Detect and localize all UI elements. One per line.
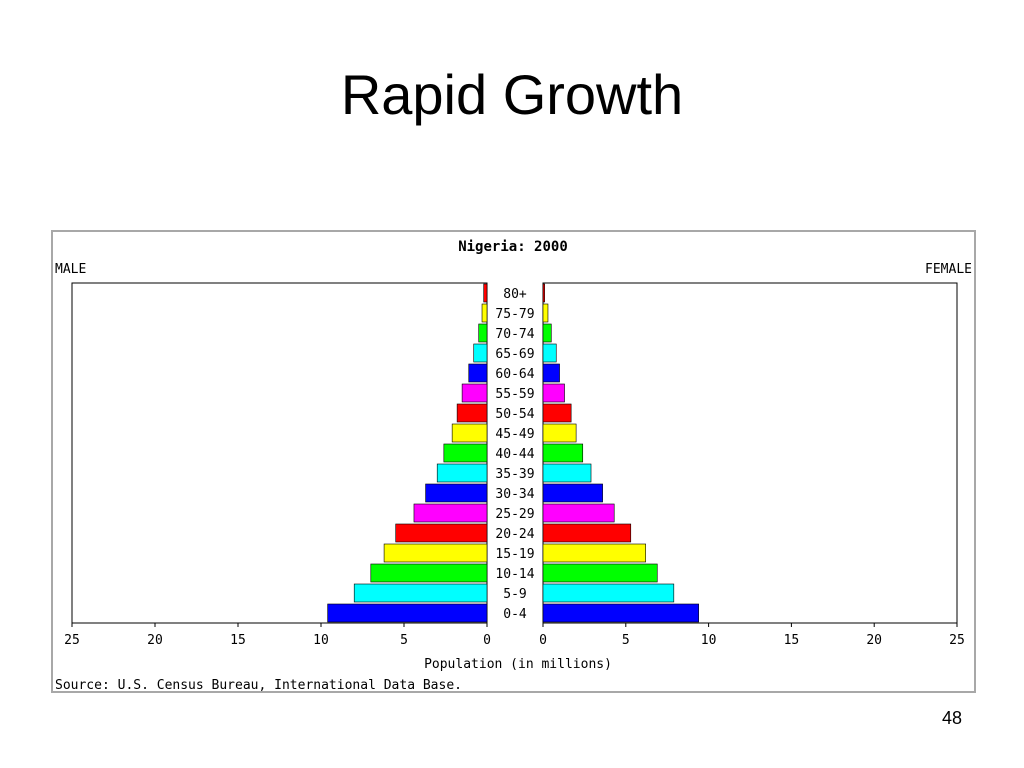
male-bar-70-74 <box>478 323 488 343</box>
age-label-5-9: 5-9 <box>503 587 526 602</box>
female-bar-0-4 <box>542 603 699 623</box>
age-label-30-34: 30-34 <box>495 487 534 502</box>
age-label-60-64: 60-64 <box>495 367 534 382</box>
female-bar-50-54 <box>542 403 572 423</box>
male-bar-60-64 <box>468 363 488 383</box>
age-label-0-4: 0-4 <box>503 607 527 622</box>
male-bar-25-29 <box>413 503 488 523</box>
age-label-40-44: 40-44 <box>495 447 534 462</box>
female-bar-5-9 <box>542 583 675 603</box>
source-note: Source: U.S. Census Bureau, Internationa… <box>55 678 462 691</box>
male-tick-label-5: 5 <box>400 633 408 648</box>
male-tick-label-10: 10 <box>313 633 329 648</box>
male-bar-55-59 <box>461 383 488 403</box>
age-label-50-54: 50-54 <box>495 407 534 422</box>
age-label-10-14: 10-14 <box>495 567 534 582</box>
age-label-20-24: 20-24 <box>495 527 534 542</box>
slide-title: Rapid Growth <box>340 63 684 126</box>
age-label-75-79: 75-79 <box>495 307 534 322</box>
female-bar-55-59 <box>542 383 565 403</box>
female-bar-75-79 <box>542 303 549 323</box>
male-bar-20-24 <box>395 523 488 543</box>
male-bar-5-9 <box>353 583 488 603</box>
female-bar-20-24 <box>542 523 632 543</box>
female-bar-30-34 <box>542 483 603 503</box>
bars-group <box>327 283 699 623</box>
male-bar-40-44 <box>443 443 488 463</box>
female-bar-45-49 <box>542 423 577 443</box>
chart-title: Nigeria: 2000 <box>458 239 568 255</box>
population-pyramid-svg: Nigeria: 2000 MALE FEMALE 0-4 5-9 10-14 15-… <box>55 239 972 691</box>
age-label-70-74: 70-74 <box>495 327 534 342</box>
age-label-65-69: 65-69 <box>495 347 534 362</box>
male-bar-75-79 <box>481 303 488 323</box>
female-bar-70-74 <box>542 323 552 343</box>
male-tick-label-0: 0 <box>483 633 491 648</box>
male-bar-10-14 <box>370 563 488 583</box>
male-bar-80+ <box>483 283 488 303</box>
male-bar-45-49 <box>451 423 488 443</box>
age-label-80+: 80+ <box>503 287 527 302</box>
female-bar-65-69 <box>542 343 557 363</box>
female-tick-label-0: 0 <box>539 633 547 648</box>
age-labels-group: 0-4 5-9 10-14 15-19 20-24 25-29 30-34 35-39 40-4… <box>495 287 534 622</box>
female-bar-10-14 <box>542 563 658 583</box>
age-label-45-49: 45-49 <box>495 427 534 442</box>
female-bar-15-19 <box>542 543 646 563</box>
female-bar-80+ <box>542 283 545 303</box>
female-bar-40-44 <box>542 443 584 463</box>
female-tick-label-15: 15 <box>784 633 800 648</box>
age-label-15-19: 15-19 <box>495 547 534 562</box>
male-tick-label-20: 20 <box>147 633 163 648</box>
female-tick-label-20: 20 <box>866 633 882 648</box>
male-tick-label-25: 25 <box>64 633 80 648</box>
female-tick-label-5: 5 <box>622 633 630 648</box>
x-axis-label: Population (in millions) <box>424 657 612 672</box>
male-bar-15-19 <box>383 543 488 563</box>
female-bar-35-39 <box>542 463 592 483</box>
male-bar-30-34 <box>425 483 488 503</box>
male-label: MALE <box>55 262 86 277</box>
axis-ticks-group: 25 25 20 20 15 15 10 10 5 5 0 0 <box>64 622 965 648</box>
male-bar-0-4 <box>327 603 488 623</box>
population-pyramid-chart: Nigeria: 2000 MALE FEMALE 0-4 5-9 10-14 15-… <box>51 230 976 693</box>
female-tick-label-10: 10 <box>701 633 717 648</box>
age-label-55-59: 55-59 <box>495 387 534 402</box>
male-bar-50-54 <box>456 403 488 423</box>
age-label-25-29: 25-29 <box>495 507 534 522</box>
female-bar-60-64 <box>542 363 560 383</box>
female-tick-label-25: 25 <box>949 633 965 648</box>
age-label-35-39: 35-39 <box>495 467 534 482</box>
female-label: FEMALE <box>925 262 972 277</box>
male-bar-65-69 <box>473 343 488 363</box>
male-bar-35-39 <box>436 463 488 483</box>
male-tick-label-15: 15 <box>230 633 246 648</box>
female-bar-25-29 <box>542 503 615 523</box>
slide-number: 48 <box>941 708 962 728</box>
